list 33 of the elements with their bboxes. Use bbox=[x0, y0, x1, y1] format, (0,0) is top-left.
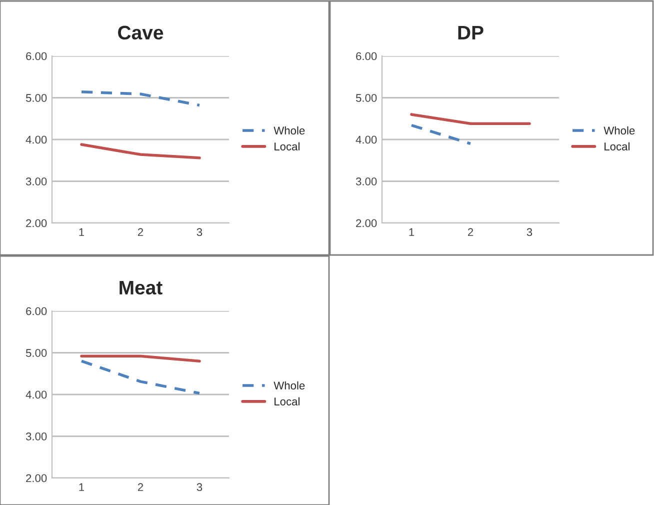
y-tick-label: 2.00 bbox=[26, 474, 47, 482]
y-tick-label: 4.00 bbox=[26, 390, 47, 399]
x-tick-label: 3 bbox=[196, 483, 202, 492]
legend-label: Local bbox=[604, 142, 630, 150]
legend-label: Local bbox=[274, 142, 300, 150]
y-tick-label: 6.00 bbox=[26, 52, 47, 60]
y-tick-label: 4.00 bbox=[26, 136, 47, 144]
y-tick-label: 4.00 bbox=[356, 136, 377, 144]
y-tick-label: 5.00 bbox=[26, 349, 47, 357]
y-tick-label: 3.00 bbox=[356, 178, 377, 186]
y-tick-label: 2.00 bbox=[26, 219, 47, 228]
x-tick-label: 3 bbox=[526, 228, 532, 236]
chart-title: DP bbox=[458, 26, 484, 40]
x-tick-label: 1 bbox=[79, 483, 84, 491]
y-tick-label: 6.00 bbox=[26, 307, 47, 316]
legend-label: Whole bbox=[604, 126, 635, 135]
chart-title: Meat bbox=[120, 280, 162, 295]
y-tick-label: 2.00 bbox=[356, 219, 377, 228]
legend-label: Whole bbox=[274, 126, 305, 135]
x-tick-label: 2 bbox=[468, 228, 474, 236]
y-tick-label: 5.00 bbox=[356, 94, 377, 102]
y-tick-label: 5.00 bbox=[26, 94, 47, 102]
chart-title: Cave bbox=[118, 26, 164, 40]
y-tick-label: 3.00 bbox=[26, 432, 47, 440]
y-tick-label: 3.00 bbox=[26, 178, 47, 186]
x-tick-label: 2 bbox=[138, 483, 144, 491]
y-tick-label: 6.00 bbox=[356, 52, 377, 60]
legend-label: Whole bbox=[274, 381, 305, 390]
x-tick-label: 2 bbox=[138, 228, 144, 236]
x-tick-label: 1 bbox=[79, 228, 84, 236]
x-tick-label: 3 bbox=[196, 228, 202, 236]
legend-label: Local bbox=[274, 397, 300, 406]
x-tick-label: 1 bbox=[409, 228, 414, 236]
